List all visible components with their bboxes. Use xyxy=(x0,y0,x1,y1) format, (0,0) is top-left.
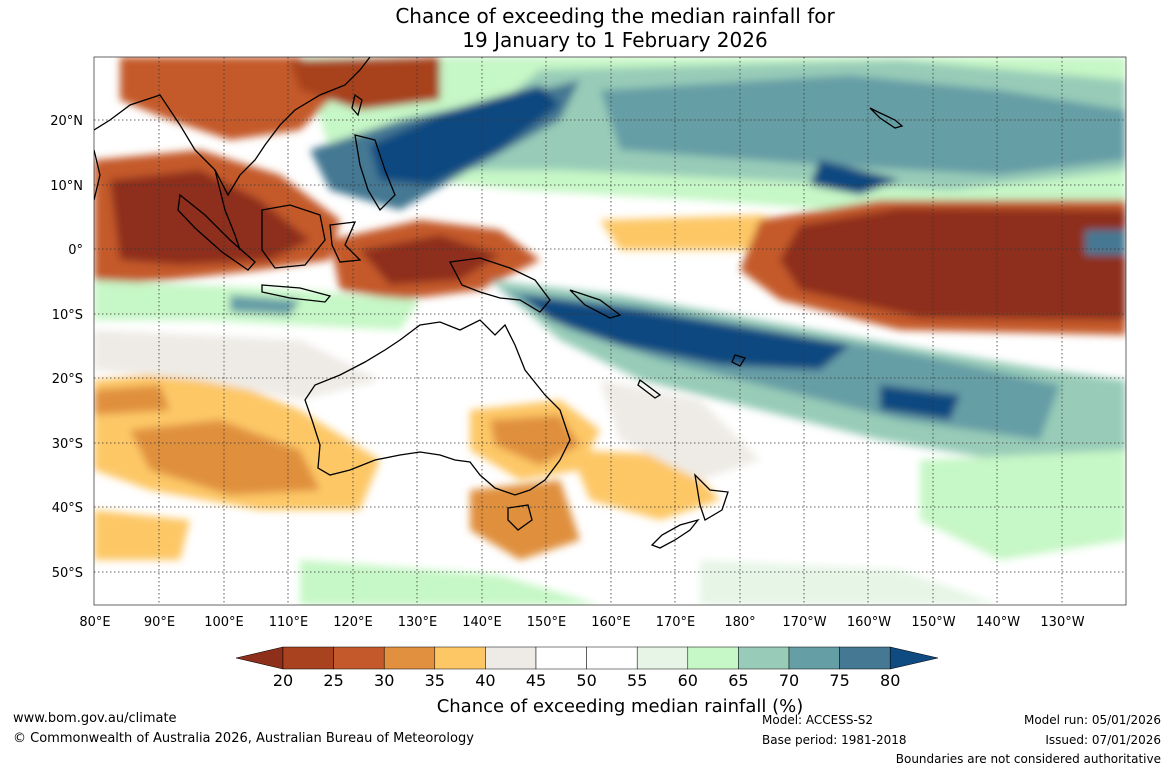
lon-label-0: 80°E xyxy=(79,615,110,630)
colorbar-title: Chance of exceeding median rainfall (%) xyxy=(436,696,804,717)
lat-label-4: 20°S xyxy=(52,372,83,387)
asia-mainland-coast xyxy=(94,57,371,197)
new-zealand-north xyxy=(694,473,729,521)
probability-field xyxy=(94,57,1126,605)
sumatra-coast xyxy=(177,193,256,271)
colorbar-tick-35: 35 xyxy=(425,671,445,690)
colorbar-swatch-3 xyxy=(383,646,436,670)
lon-label-13: 150°W xyxy=(911,615,955,630)
lat-label-0: 20°N xyxy=(50,114,83,129)
lon-label-3: 110°E xyxy=(269,615,309,630)
model-name: Model: ACCESS-S2 xyxy=(762,713,874,727)
lon-label-2: 100°E xyxy=(204,615,244,630)
model-run: Model run: 05/01/2026 xyxy=(1023,713,1161,727)
title-line-1: Chance of exceeding the median rainfall … xyxy=(395,4,835,28)
latitude-labels: 20°N 10°N 0° 10°S 20°S 30°S 40°S 50°S xyxy=(50,114,83,581)
lon-label-1: 90°E xyxy=(144,615,175,630)
tasmania-coast xyxy=(507,504,533,531)
colorbar-extend-low xyxy=(235,646,284,670)
colorbar-tick-55: 55 xyxy=(627,671,647,690)
colorbar-tick-50: 50 xyxy=(576,671,596,690)
new-caledonia-coast xyxy=(637,378,662,399)
lat-label-2: 0° xyxy=(68,243,83,258)
website-link[interactable]: www.bom.gov.au/climate xyxy=(13,711,177,726)
colorbar-tick-80: 80 xyxy=(880,671,900,690)
issued-date: Issued: 07/01/2026 xyxy=(1045,733,1161,747)
indochina-coast xyxy=(214,169,241,251)
lon-label-6: 140°E xyxy=(462,615,502,630)
colorbar-swatch-1 xyxy=(282,646,334,670)
colorbar-tick-25: 25 xyxy=(323,671,343,690)
lat-label-7: 50°S xyxy=(52,566,83,581)
solomon-coast xyxy=(569,289,622,319)
longitude-labels: 80°E 90°E 100°E 110°E 120°E 130°E 140°E 150°E 16… xyxy=(79,615,1084,630)
title-line-2: 19 January to 1 February 2026 xyxy=(462,28,768,52)
australia-coast xyxy=(304,319,571,496)
colorbar-swatch-6 xyxy=(535,646,587,670)
map-title: Chance of exceeding the median rainfall … xyxy=(0,4,1173,52)
lon-label-14: 140°W xyxy=(976,615,1020,630)
lon-label-4: 120°E xyxy=(333,615,373,630)
hawaii-coast xyxy=(869,107,904,129)
lat-label-3: 10°S xyxy=(52,308,83,323)
colorbar-swatch-2 xyxy=(333,646,385,670)
colorbar-swatch-9 xyxy=(687,646,739,670)
fiji-coast xyxy=(731,354,747,367)
java-coast xyxy=(261,284,332,303)
colorbar-tick-20: 20 xyxy=(273,671,293,690)
new-guinea-coast xyxy=(448,257,551,313)
lat-label-1: 10°N xyxy=(50,179,83,194)
colorbar-tick-40: 40 xyxy=(475,671,495,690)
india-coast xyxy=(94,149,101,201)
lon-label-8: 160°E xyxy=(591,615,631,630)
lon-label-9: 170°E xyxy=(656,615,696,630)
sulawesi-coast xyxy=(329,221,362,263)
colorbar-tick-70: 70 xyxy=(779,671,799,690)
lon-label-10: 180° xyxy=(724,615,755,630)
lon-label-12: 160°W xyxy=(847,615,891,630)
taiwan-coast xyxy=(351,93,363,117)
colorbar-swatch-8 xyxy=(636,646,689,670)
new-zealand-south xyxy=(650,518,700,549)
lon-label-15: 130°W xyxy=(1040,615,1084,630)
philippines-coast xyxy=(354,134,396,212)
copyright-text: © Commonwealth of Australia 2026, Austra… xyxy=(13,731,474,746)
colorbar-tick-65: 65 xyxy=(728,671,748,690)
colorbar-tick-45: 45 xyxy=(526,671,546,690)
colorbar-swatch-5 xyxy=(485,646,537,670)
colorbar-swatch-11 xyxy=(788,646,840,670)
base-period: Base period: 1981-2018 xyxy=(762,733,907,747)
colorbar-swatch-4 xyxy=(434,646,486,670)
colorbar-tick-60: 60 xyxy=(678,671,698,690)
colorbar: 20 25 30 35 40 45 50 55 60 65 70 75 80 xyxy=(235,646,939,690)
lat-label-6: 40°S xyxy=(52,501,83,516)
boundaries-disclaimer: Boundaries are not considered authoritat… xyxy=(895,752,1161,766)
colorbar-tick-75: 75 xyxy=(829,671,849,690)
colorbar-swatch-7 xyxy=(586,646,638,670)
colorbar-swatch-10 xyxy=(738,646,790,670)
lon-label-11: 170°W xyxy=(782,615,826,630)
lon-label-5: 130°E xyxy=(398,615,438,630)
lon-label-7: 150°E xyxy=(527,615,567,630)
lat-label-5: 30°S xyxy=(52,437,83,452)
colorbar-tick-30: 30 xyxy=(374,671,394,690)
map-frame xyxy=(93,56,1127,606)
colorbar-extend-high xyxy=(889,646,939,670)
colorbar-swatch-12 xyxy=(839,646,891,670)
borneo-coast xyxy=(261,204,326,269)
coastlines xyxy=(94,57,904,549)
